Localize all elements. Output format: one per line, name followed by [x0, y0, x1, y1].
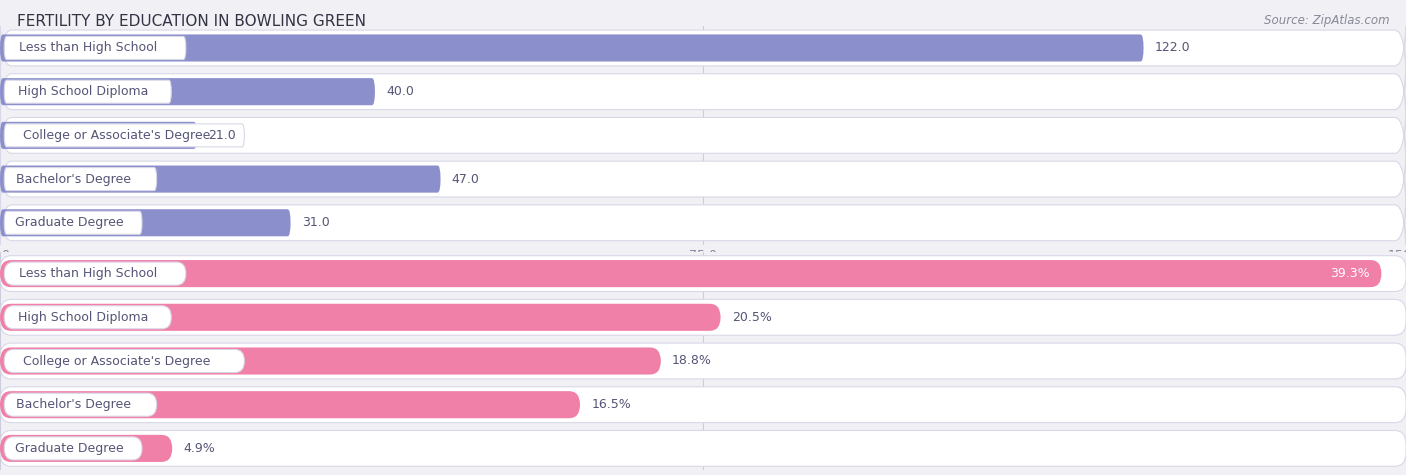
Text: College or Associate's Degree: College or Associate's Degree	[24, 129, 211, 142]
Text: 18.8%: 18.8%	[672, 354, 711, 368]
FancyBboxPatch shape	[4, 306, 172, 329]
FancyBboxPatch shape	[0, 391, 581, 418]
FancyBboxPatch shape	[0, 299, 1406, 335]
FancyBboxPatch shape	[0, 188, 1406, 257]
FancyBboxPatch shape	[0, 260, 1381, 287]
FancyBboxPatch shape	[4, 437, 142, 460]
Text: College or Associate's Degree: College or Associate's Degree	[24, 354, 211, 368]
FancyBboxPatch shape	[0, 256, 1406, 292]
FancyBboxPatch shape	[4, 168, 156, 190]
Text: Bachelor's Degree: Bachelor's Degree	[17, 398, 131, 411]
Text: 20.5%: 20.5%	[731, 311, 772, 324]
FancyBboxPatch shape	[0, 34, 1143, 62]
FancyBboxPatch shape	[0, 435, 173, 462]
FancyBboxPatch shape	[0, 144, 1406, 214]
Text: 31.0: 31.0	[302, 216, 329, 229]
FancyBboxPatch shape	[0, 304, 720, 331]
FancyBboxPatch shape	[4, 37, 186, 59]
FancyBboxPatch shape	[4, 124, 245, 147]
FancyBboxPatch shape	[4, 350, 245, 372]
FancyBboxPatch shape	[0, 387, 1406, 423]
Text: High School Diploma: High School Diploma	[18, 85, 148, 98]
Text: FERTILITY BY EDUCATION IN BOWLING GREEN: FERTILITY BY EDUCATION IN BOWLING GREEN	[17, 14, 366, 29]
Text: Graduate Degree: Graduate Degree	[15, 442, 124, 455]
FancyBboxPatch shape	[0, 122, 197, 149]
Text: 4.9%: 4.9%	[183, 442, 215, 455]
Text: Bachelor's Degree: Bachelor's Degree	[17, 172, 131, 186]
Text: Graduate Degree: Graduate Degree	[15, 216, 124, 229]
FancyBboxPatch shape	[0, 78, 375, 105]
FancyBboxPatch shape	[4, 211, 142, 234]
Text: Source: ZipAtlas.com: Source: ZipAtlas.com	[1264, 14, 1389, 27]
FancyBboxPatch shape	[0, 13, 1406, 83]
FancyBboxPatch shape	[4, 80, 172, 103]
Text: 39.3%: 39.3%	[1330, 267, 1369, 280]
Text: 47.0: 47.0	[451, 172, 479, 186]
FancyBboxPatch shape	[4, 393, 156, 416]
FancyBboxPatch shape	[0, 343, 1406, 379]
FancyBboxPatch shape	[0, 430, 1406, 466]
Text: 16.5%: 16.5%	[591, 398, 631, 411]
Text: 122.0: 122.0	[1154, 41, 1191, 55]
FancyBboxPatch shape	[0, 209, 291, 237]
FancyBboxPatch shape	[0, 57, 1406, 126]
FancyBboxPatch shape	[0, 101, 1406, 170]
Text: High School Diploma: High School Diploma	[18, 311, 148, 324]
Text: Less than High School: Less than High School	[18, 267, 157, 280]
FancyBboxPatch shape	[0, 165, 440, 193]
Text: 40.0: 40.0	[387, 85, 413, 98]
FancyBboxPatch shape	[0, 347, 661, 375]
Text: 21.0: 21.0	[208, 129, 236, 142]
Text: Less than High School: Less than High School	[18, 41, 157, 55]
FancyBboxPatch shape	[4, 262, 186, 285]
